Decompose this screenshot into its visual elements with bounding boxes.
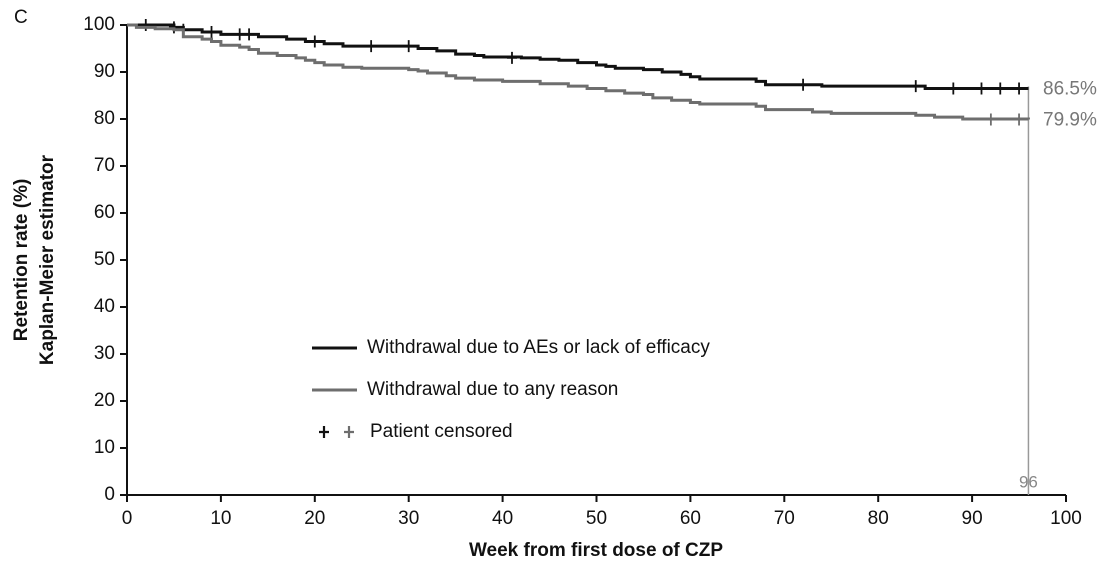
y-tick-label: 20 — [94, 390, 115, 411]
survival-curve — [127, 23, 1029, 90]
censor-mark — [798, 78, 809, 91]
end-value-label: 86.5% — [1043, 78, 1097, 99]
y-tick-label: 10 — [94, 437, 115, 458]
censor-mark — [985, 113, 996, 126]
y-tick-label: 50 — [94, 249, 115, 270]
x-tick-label: 60 — [680, 508, 701, 529]
x-tick-label: 50 — [586, 508, 607, 529]
y-tick-label: 0 — [104, 484, 115, 505]
censor-mark — [506, 51, 517, 64]
reference-line-label: 96 — [1019, 472, 1038, 491]
y-tick-label: 30 — [94, 343, 115, 364]
end-value-label: 79.9% — [1043, 109, 1097, 130]
x-tick-label: 10 — [210, 508, 231, 529]
x-tick-label: 80 — [868, 508, 889, 529]
censor-mark — [244, 28, 255, 41]
survival-curve — [127, 23, 1030, 121]
censor-mark — [140, 19, 151, 31]
censor-mark — [234, 28, 245, 41]
y-tick-label: 40 — [94, 296, 115, 317]
legend-censor-mark — [319, 426, 329, 438]
legend-censor-mark — [344, 426, 354, 438]
censor-mark — [1014, 82, 1025, 95]
x-axis-label: Week from first dose of CZP — [469, 540, 723, 561]
censor-mark — [995, 82, 1006, 95]
legend-label: Patient censored — [370, 421, 513, 442]
y-axis-label: Kaplan-Meier estimator — [37, 154, 58, 365]
censor-mark — [206, 26, 217, 39]
censor-mark — [309, 35, 320, 48]
legend-label: Withdrawal due to AEs or lack of efficac… — [367, 337, 710, 358]
panel-label: C — [14, 7, 28, 28]
x-tick-label: 100 — [1050, 508, 1082, 529]
x-tick-label: 30 — [398, 508, 419, 529]
censor-mark — [976, 82, 987, 95]
censor-mark — [948, 82, 959, 95]
censor-mark — [910, 80, 921, 93]
censor-mark — [403, 40, 414, 53]
censor-mark — [366, 40, 377, 53]
x-tick-label: 20 — [304, 508, 325, 529]
legend-label: Withdrawal due to any reason — [367, 379, 618, 400]
y-tick-label: 60 — [94, 202, 115, 223]
x-tick-label: 0 — [122, 508, 133, 529]
y-tick-label: 100 — [83, 14, 115, 35]
x-tick-label: 40 — [492, 508, 513, 529]
y-axis-label: Retention rate (%) — [11, 179, 32, 342]
x-tick-label: 90 — [962, 508, 983, 529]
x-tick-label: 70 — [774, 508, 795, 529]
y-tick-label: 90 — [94, 61, 115, 82]
y-tick-label: 70 — [94, 155, 115, 176]
censor-mark — [1014, 113, 1025, 126]
y-tick-label: 80 — [94, 108, 115, 129]
